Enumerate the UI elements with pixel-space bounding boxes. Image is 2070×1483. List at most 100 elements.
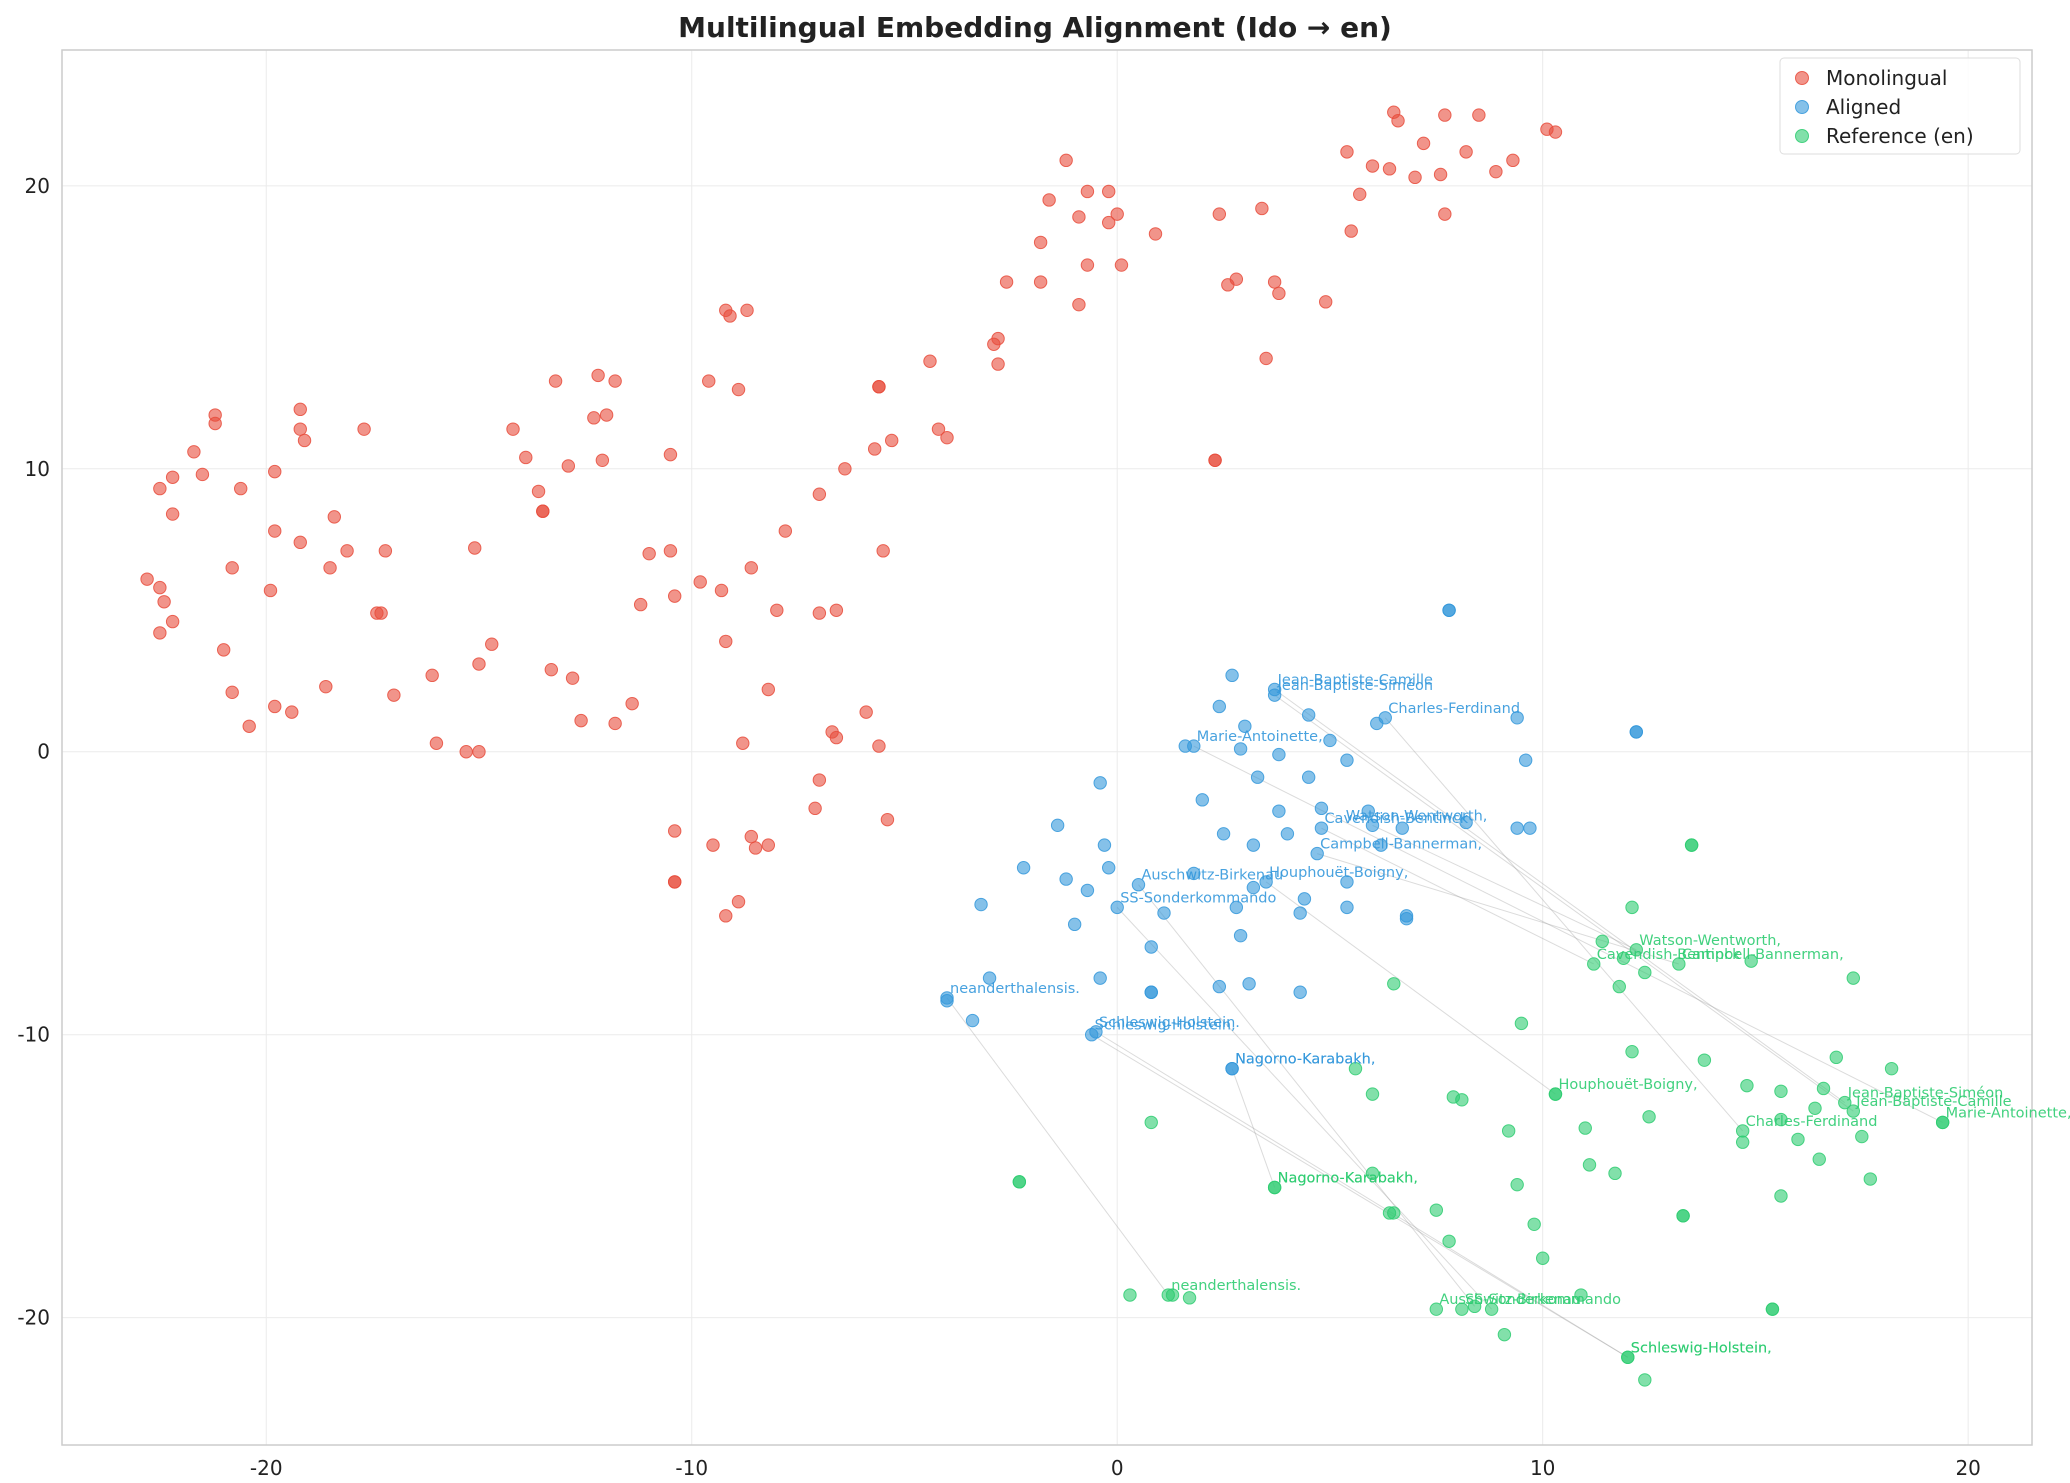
point-annotation-label: Charles-Ferdinand — [1746, 1114, 1878, 1130]
monolingual-point — [1148, 227, 1163, 241]
monolingual-point — [714, 583, 729, 598]
monolingual-point — [429, 736, 444, 750]
monolingual-point — [595, 453, 610, 467]
monolingual-point — [165, 470, 180, 484]
aligned-point — [1225, 668, 1239, 683]
point-annotation-label: Nagorno-Karabakh, — [1278, 1171, 1418, 1187]
aligned-point — [1187, 739, 1201, 753]
reference-en-point — [1123, 1288, 1137, 1302]
monolingual-point — [770, 603, 784, 617]
monolingual-point — [812, 773, 827, 787]
monolingual-point — [880, 812, 895, 827]
monolingual-point — [829, 603, 844, 617]
reference-en-point — [1846, 1104, 1860, 1118]
monolingual-point — [608, 716, 622, 731]
reference-en-point — [1808, 1101, 1822, 1115]
reference-en-point — [1501, 1124, 1516, 1138]
aligned-point — [1518, 753, 1533, 767]
point-annotation-label: Jean-Baptiste-Siméon — [1847, 1086, 2003, 1102]
monolingual-point — [1489, 164, 1503, 179]
alignment-connector — [1116, 907, 1492, 1310]
reference-en-point — [1625, 900, 1639, 915]
point-annotation-label: Nagorno-Karabakh. — [1235, 1052, 1375, 1068]
aligned-point — [1365, 818, 1380, 833]
monolingual-point — [1382, 162, 1397, 176]
monolingual-point — [748, 841, 763, 855]
monolingual-point — [216, 643, 231, 657]
aligned-point — [1229, 900, 1244, 915]
y-tick-label: -10 — [17, 1023, 50, 1047]
monolingual-point — [561, 459, 576, 473]
aligned-point — [1238, 719, 1252, 733]
monolingual-point — [268, 699, 282, 714]
reference-en-point — [1863, 1172, 1878, 1186]
reference-en-point — [1144, 1115, 1158, 1130]
monolingual-point — [633, 597, 648, 612]
aligned-point — [1187, 866, 1201, 881]
aligned-point — [1323, 733, 1337, 748]
point-annotation-label: neanderthalensis. — [1171, 1278, 1301, 1294]
reference-en-point — [1697, 1053, 1712, 1067]
reference-en-point — [1884, 1061, 1899, 1076]
monolingual-point — [587, 411, 601, 425]
aligned-point — [1395, 821, 1409, 835]
legend-label: Monolingual — [1826, 66, 1947, 90]
reference-en-point — [1012, 1175, 1027, 1189]
monolingual-point — [574, 713, 588, 728]
reference-en-point — [1935, 1115, 1950, 1130]
monolingual-point — [297, 433, 312, 448]
aligned-point — [1212, 699, 1227, 714]
monolingual-point — [663, 447, 678, 462]
reference-en-point — [1548, 1087, 1563, 1101]
y-tick-label: 0 — [37, 740, 50, 764]
monolingual-point — [736, 736, 750, 750]
reference-en-point — [1629, 943, 1643, 957]
monolingual-point — [153, 481, 167, 496]
reference-en-point — [1582, 1158, 1597, 1172]
alignment-connector — [1091, 1034, 1629, 1358]
monolingual-point — [225, 561, 239, 575]
monolingual-point — [693, 575, 707, 589]
point-annotation-label: Marie-Antoinette, — [1197, 729, 1323, 745]
plot-frame — [61, 49, 2033, 1446]
monolingual-point — [1101, 184, 1116, 199]
monolingual-point — [565, 671, 580, 685]
monolingual-point — [719, 634, 733, 649]
monolingual-point — [1365, 159, 1380, 173]
monolingual-point — [940, 430, 954, 445]
monolingual-point — [225, 685, 239, 700]
monolingual-point — [323, 561, 337, 575]
point-annotation-label: Nagorno-Karabakh. — [1278, 1171, 1418, 1187]
monolingual-point — [357, 422, 371, 436]
monolingual-point — [761, 838, 776, 852]
monolingual-point — [667, 824, 682, 838]
aligned-point — [1195, 793, 1210, 807]
reference-en-point — [1348, 1061, 1363, 1076]
monolingual-point — [731, 382, 746, 397]
aligned-point — [1059, 872, 1073, 886]
monolingual-point — [268, 524, 282, 538]
reference-en-point — [1621, 1350, 1635, 1364]
legend-box — [1779, 57, 2021, 155]
reference-en-point — [1846, 971, 1860, 985]
aligned-point — [1246, 880, 1261, 895]
aligned-point — [974, 897, 988, 912]
monolingual-point — [187, 445, 201, 459]
reference-en-point — [1514, 1016, 1529, 1031]
aligned-point — [1523, 821, 1537, 835]
monolingual-point — [1059, 153, 1073, 168]
monolingual-point — [1255, 201, 1269, 216]
reference-en-point — [1816, 1081, 1831, 1096]
monolingual-point — [468, 541, 482, 555]
monolingual-point — [544, 662, 559, 677]
aligned-point — [1310, 846, 1324, 861]
monolingual-point — [1408, 170, 1422, 185]
monolingual-point — [140, 572, 154, 586]
reference-en-point — [1625, 1044, 1639, 1059]
point-annotation-label: Schleswig-Holstein. — [1099, 1015, 1240, 1031]
y-tick-label: 10 — [25, 457, 50, 481]
aligned-point — [1340, 900, 1354, 915]
aligned-point — [1225, 1061, 1239, 1076]
point-annotation-label: SS-Sonderkommando — [1120, 890, 1276, 906]
